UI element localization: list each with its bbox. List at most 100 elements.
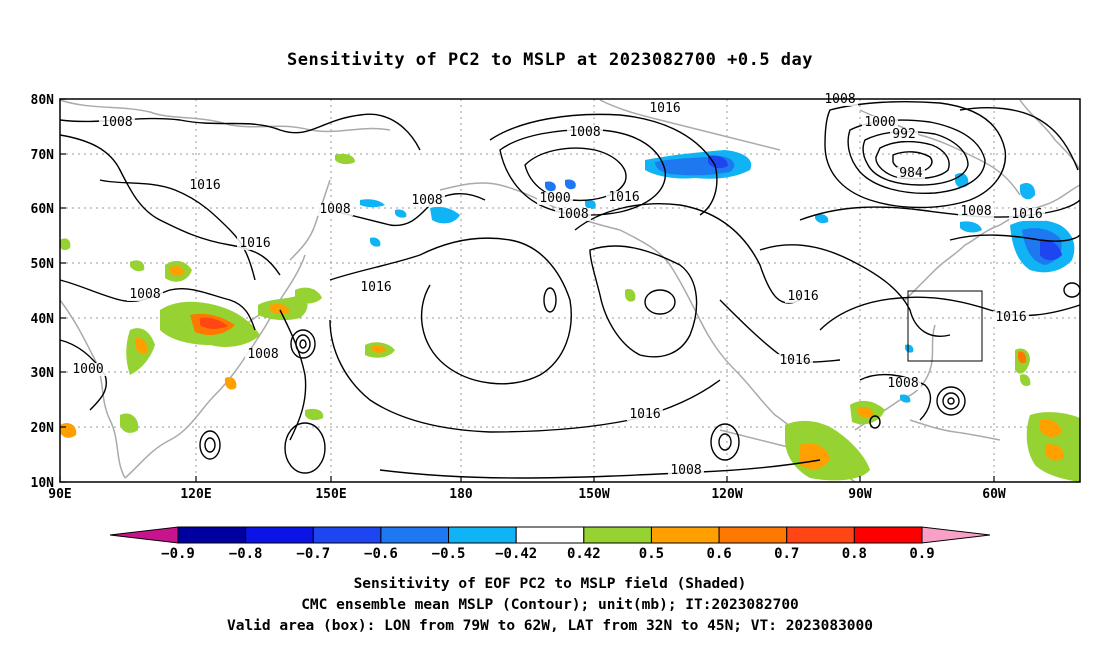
contour-label-bg — [127, 288, 163, 301]
longitude-labels: 90E 120E 150E 180 150W 120W 90W 60W — [48, 487, 1006, 502]
lon-label-60w: 60W — [982, 487, 1006, 502]
lon-label-150e: 150E — [315, 487, 346, 502]
contour-label: 1016 — [995, 310, 1026, 325]
contour-label: 992 — [892, 127, 915, 142]
contour-label-bg — [885, 377, 921, 390]
contour-label: 1000 — [72, 362, 103, 377]
colorbar-tick-label: 0.6 — [706, 546, 731, 562]
colorbar-segment — [853, 526, 923, 544]
contour-label: 1016 — [779, 353, 810, 368]
contour-label-bg — [862, 116, 898, 129]
colorbar-tick-label: 0.5 — [639, 546, 664, 562]
contour-label-bg — [317, 203, 353, 216]
contour-label-bg — [409, 194, 445, 207]
contour-label-bg — [358, 281, 394, 294]
caption-line-3: Valid area (box): LON from 79W to 62W, L… — [226, 618, 873, 634]
latitude-labels: 80N 70N 60N 50N 40N 30N 20N 10N — [31, 93, 55, 491]
contour-label: 1008 — [670, 463, 701, 478]
colorbar: −0.9 −0.8 −0.7 −0.6 −0.5 −0.42 0.42 0.5 0.6 0.7 0.… — [109, 526, 991, 562]
colorbar-segment — [786, 526, 855, 544]
lon-label-90w: 90W — [848, 487, 872, 502]
contour-label: 1016 — [1011, 207, 1042, 222]
contour-label: 984 — [899, 166, 923, 181]
contour-label: 1008 — [557, 207, 588, 222]
contour-label: 1000 — [864, 115, 895, 130]
caption-line-2: CMC ensemble mean MSLP (Contour); unit(m… — [301, 597, 799, 613]
lat-label-30n: 30N — [31, 366, 55, 381]
contour-label: 1008 — [569, 125, 600, 140]
contour-label: 1016 — [239, 236, 270, 251]
contour-label: 1016 — [787, 289, 818, 304]
colorbar-tick-label: −0.6 — [364, 546, 398, 562]
colorbar-tick-label: −0.8 — [229, 546, 263, 562]
contour-label: 1008 — [960, 204, 991, 219]
contour-label-bg — [237, 237, 273, 250]
lat-label-20n: 20N — [31, 421, 55, 436]
contour-label-bg — [99, 116, 135, 129]
lon-label-120e: 120E — [180, 487, 211, 502]
colorbar-tick-label: 0.8 — [842, 546, 867, 562]
contour-label-bg — [890, 128, 918, 141]
lat-label-70n: 70N — [31, 148, 55, 163]
colorbar-tick-label: −0.9 — [161, 546, 195, 562]
lat-label-50n: 50N — [31, 257, 55, 272]
map-frame — [59, 98, 1081, 483]
lat-label-10n: 10N — [31, 476, 55, 491]
contour-label: 1008 — [129, 287, 160, 302]
contour-label-bg — [647, 102, 683, 115]
caption-block: Sensitivity of EOF PC2 to MSLP field (Sh… — [0, 574, 1100, 637]
contour-label: 1016 — [649, 101, 680, 116]
lon-label-120w: 120W — [711, 487, 742, 502]
colorbar-under-arrow — [109, 526, 179, 544]
contour-label-bg — [668, 464, 704, 477]
valid-area-box — [907, 290, 983, 362]
lat-label-40n: 40N — [31, 312, 55, 327]
colorbar-tick-label: 0.9 — [909, 546, 934, 562]
lon-label-180: 180 — [449, 487, 473, 502]
colorbar-tick-label: 0.7 — [774, 546, 799, 562]
colorbar-segment — [448, 526, 517, 544]
contour-label-bg — [627, 408, 663, 421]
colorbar-over-arrow — [921, 526, 991, 544]
contour-label-bg — [785, 290, 821, 303]
colorbar-tick-label: −0.42 — [495, 546, 537, 562]
colorbar-segment — [312, 526, 382, 544]
colorbar-segment — [718, 526, 788, 544]
colorbar-segment — [583, 526, 652, 544]
contour-label-bg — [606, 191, 642, 204]
contour-label-bg — [567, 126, 603, 139]
colorbar-segment — [245, 526, 314, 544]
contour-label: 1008 — [319, 202, 350, 217]
sensitivity-shading — [60, 150, 1080, 482]
colorbar-tick-label: −0.5 — [432, 546, 466, 562]
contour-label-bg — [777, 354, 813, 367]
lon-label-90e: 90E — [48, 487, 71, 502]
contour-label-bg — [555, 208, 591, 221]
contour-label-bg — [537, 192, 573, 205]
lat-label-80n: 80N — [31, 93, 55, 108]
colorbar-segment — [177, 526, 247, 544]
axis-ticks — [59, 98, 995, 483]
lon-label-150w: 150W — [578, 487, 609, 502]
contour-label-bg — [70, 363, 106, 376]
contour-label-bg — [1009, 208, 1045, 221]
contour-label: 1008 — [101, 115, 132, 130]
colorbar-tick-label: 0.42 — [567, 546, 601, 562]
colorbar-segment — [515, 526, 585, 544]
lat-label-60n: 60N — [31, 202, 55, 217]
colorbar-tick-labels: −0.9 −0.8 −0.7 −0.6 −0.5 −0.42 0.42 0.5 0.6 0.7 0.… — [161, 546, 935, 562]
colorbar-tick-label: −0.7 — [296, 546, 330, 562]
contour-label-bg — [245, 348, 281, 361]
contour-label-bg — [897, 167, 925, 180]
contour-label: 1008 — [411, 193, 442, 208]
contour-labels: 1008101610161008100010081008100810161008… — [70, 92, 1045, 478]
colorbar-segment — [650, 526, 720, 544]
contour-label-bg — [187, 179, 223, 192]
contour-label: 1016 — [629, 407, 660, 422]
contour-label: 1016 — [360, 280, 391, 295]
contour-label-bg — [958, 205, 994, 218]
contour-label: 1000 — [539, 191, 570, 206]
contour-label: 1016 — [189, 178, 220, 193]
caption-line-1: Sensitivity of EOF PC2 to MSLP field (Sh… — [353, 576, 747, 592]
